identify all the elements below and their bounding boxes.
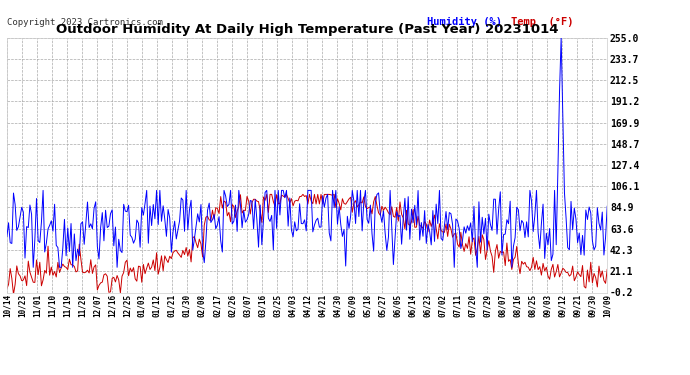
Text: Temp  (°F): Temp (°F) — [511, 17, 573, 27]
Text: Humidity (%): Humidity (%) — [427, 17, 502, 27]
Title: Outdoor Humidity At Daily High Temperature (Past Year) 20231014: Outdoor Humidity At Daily High Temperatu… — [56, 23, 558, 36]
Text: Copyright 2023 Cartronics.com: Copyright 2023 Cartronics.com — [7, 18, 163, 27]
